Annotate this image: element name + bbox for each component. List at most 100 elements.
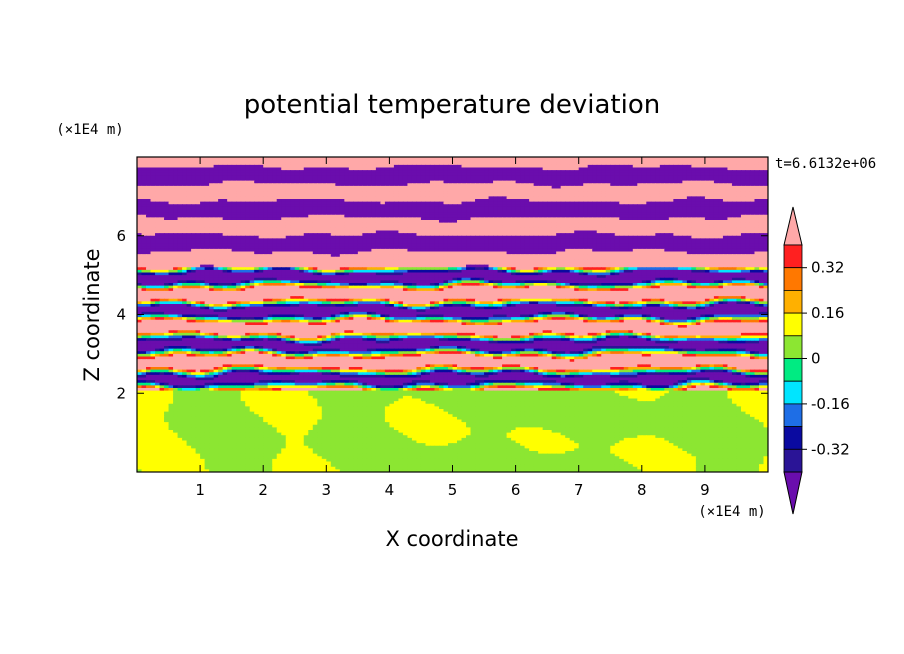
contour-cell bbox=[393, 220, 400, 224]
contour-cell bbox=[682, 225, 688, 229]
contour-cell bbox=[695, 220, 701, 224]
contour-cell bbox=[466, 164, 472, 169]
contour-cell bbox=[398, 180, 404, 184]
contour-cell bbox=[758, 178, 765, 182]
contour-cell bbox=[484, 164, 490, 169]
contour-cell bbox=[709, 227, 715, 232]
contour-cell bbox=[484, 193, 490, 197]
contour-cell bbox=[484, 185, 490, 190]
contour-cell bbox=[263, 217, 269, 221]
contour-cell bbox=[700, 170, 706, 174]
contour-cell bbox=[722, 157, 729, 161]
contour-cell bbox=[542, 175, 548, 179]
contour-cell bbox=[213, 191, 219, 195]
contour-cell bbox=[141, 206, 147, 211]
contour-cell bbox=[137, 193, 143, 197]
contour-cell bbox=[173, 191, 179, 195]
contour-cell bbox=[141, 214, 147, 218]
contour-cell bbox=[754, 170, 760, 174]
contour-cell bbox=[258, 214, 264, 218]
contour-cell bbox=[299, 201, 305, 205]
contour-cell bbox=[511, 175, 517, 179]
contour-cell bbox=[254, 167, 260, 171]
contour-cell bbox=[218, 222, 224, 226]
contour-cell bbox=[407, 183, 413, 187]
contour-cell bbox=[317, 183, 323, 187]
contour-cell bbox=[520, 201, 526, 205]
contour-cell bbox=[538, 159, 544, 163]
contour-cell bbox=[366, 191, 372, 195]
contour-cell bbox=[411, 191, 418, 195]
contour-cell bbox=[749, 167, 756, 171]
contour-cell bbox=[457, 206, 463, 211]
contour-cell bbox=[276, 227, 282, 232]
contour-cell bbox=[650, 227, 656, 232]
contour-cell bbox=[596, 157, 602, 161]
contour-cell bbox=[583, 209, 589, 213]
contour-cell bbox=[263, 180, 269, 184]
contour-cell bbox=[758, 201, 765, 205]
contour-cell bbox=[425, 191, 431, 195]
contour-cell bbox=[366, 220, 372, 224]
contour-cell bbox=[317, 175, 323, 179]
contour-cell bbox=[614, 162, 620, 166]
contour-cell bbox=[191, 183, 197, 187]
contour-cell bbox=[479, 180, 485, 184]
contour-cell bbox=[614, 220, 620, 224]
contour-cell bbox=[371, 222, 377, 226]
contour-cell bbox=[353, 183, 359, 187]
contour-cell bbox=[209, 159, 215, 163]
contour-cell bbox=[551, 217, 557, 221]
contour-cell bbox=[416, 227, 422, 232]
contour-cell bbox=[353, 206, 359, 211]
contour-cell bbox=[583, 164, 589, 169]
contour-cell bbox=[700, 204, 706, 208]
contour-cell bbox=[497, 185, 503, 190]
contour-cell bbox=[668, 170, 674, 174]
contour-cell bbox=[623, 222, 629, 226]
contour-cell bbox=[695, 162, 701, 166]
contour-cell bbox=[173, 220, 179, 224]
contour-cell bbox=[628, 212, 634, 216]
contour-cell bbox=[312, 188, 318, 192]
contour-cell bbox=[700, 167, 706, 171]
contour-cell bbox=[578, 178, 584, 182]
contour-cell bbox=[312, 201, 318, 205]
contour-cell bbox=[484, 233, 490, 237]
contour-cell bbox=[569, 193, 575, 197]
contour-cell bbox=[614, 183, 620, 187]
contour-cell bbox=[339, 201, 345, 205]
contour-cell bbox=[177, 204, 183, 208]
contour-cell bbox=[389, 201, 395, 205]
contour-cell bbox=[357, 178, 363, 182]
contour-cell bbox=[317, 191, 323, 195]
contour-cell bbox=[267, 201, 273, 205]
contour-cell bbox=[141, 225, 147, 229]
contour-cell bbox=[736, 175, 742, 179]
contour-cell bbox=[502, 175, 508, 179]
contour-cell bbox=[443, 214, 449, 218]
contour-cell bbox=[186, 227, 192, 232]
contour-cell bbox=[168, 233, 174, 237]
contour-cell bbox=[691, 164, 697, 169]
contour-cell bbox=[195, 157, 201, 161]
contour-cell bbox=[650, 233, 656, 237]
contour-cell bbox=[218, 201, 224, 205]
contour-cell bbox=[610, 220, 616, 224]
contour-cell bbox=[754, 225, 760, 229]
contour-cell bbox=[569, 206, 575, 211]
contour-cell bbox=[529, 172, 535, 176]
contour-cell bbox=[659, 217, 665, 221]
contour-cell bbox=[605, 157, 611, 161]
contour-cell bbox=[673, 191, 679, 195]
contour-cell bbox=[646, 170, 652, 174]
contour-cell bbox=[222, 209, 228, 213]
contour-cell bbox=[677, 201, 683, 205]
contour-cell bbox=[416, 204, 422, 208]
contour-cell bbox=[393, 214, 400, 218]
contour-cell bbox=[754, 220, 760, 224]
contour-cell bbox=[569, 178, 575, 182]
contour-cell bbox=[195, 209, 201, 213]
contour-cell bbox=[173, 188, 179, 192]
contour-cell bbox=[614, 185, 620, 190]
